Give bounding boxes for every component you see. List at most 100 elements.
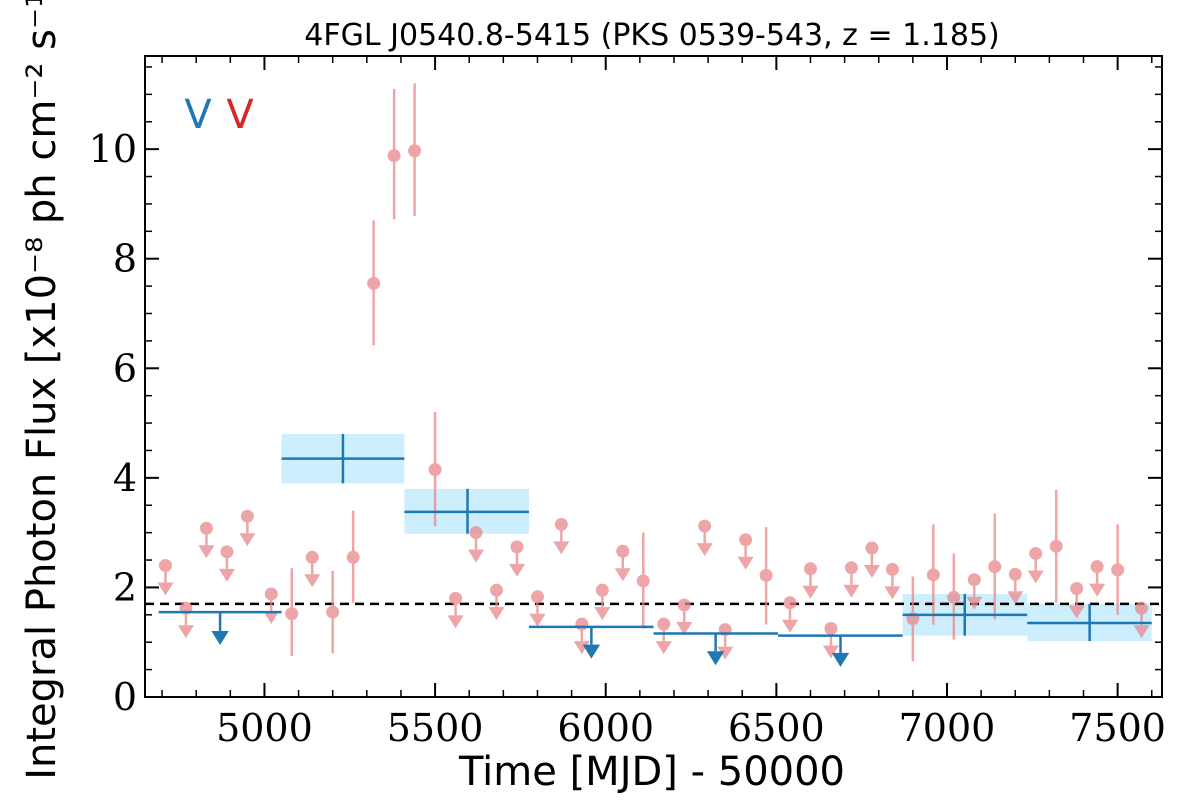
upper-limit-arrow <box>157 565 174 596</box>
flux-point <box>326 570 340 654</box>
upper-limit-point <box>553 517 570 555</box>
upper-limit-arrow <box>696 526 713 557</box>
y-tick-label: 0 <box>113 675 137 719</box>
upper-limit-arrow <box>1027 553 1044 584</box>
upper-limit-arrow <box>737 539 754 570</box>
chart-title: 4FGL J0540.8-5415 (PKS 0539-543, z = 1.1… <box>304 18 999 53</box>
upper-limit-point <box>1068 582 1085 619</box>
upper-limit-point <box>781 596 799 633</box>
upper-limit-arrow <box>781 602 799 633</box>
legend-entry: V <box>184 92 212 138</box>
upper-limit-point <box>676 598 693 635</box>
upper-limit-point <box>198 521 215 559</box>
x-axis-title: Time [MJD] - 50000 <box>458 749 845 795</box>
y-tick-label: 6 <box>113 346 137 390</box>
legend-entry: V <box>226 92 254 138</box>
y-tick-label: 2 <box>113 565 137 609</box>
upper-limit-arrow <box>655 624 672 655</box>
upper-limit-arrow <box>529 596 546 627</box>
upper-limit-point <box>447 591 464 629</box>
y-tick-label: 10 <box>89 127 137 171</box>
flux-point <box>947 553 961 640</box>
x-tick-label: 6500 <box>728 706 825 750</box>
flux-point <box>636 532 650 629</box>
axis-ticks <box>145 56 1162 698</box>
upper-limit-arrow <box>614 551 631 582</box>
upper-limit-point <box>802 562 819 599</box>
plot-frame <box>144 55 1163 698</box>
flux-point <box>988 513 1002 620</box>
upper-limit-arrow <box>582 626 601 659</box>
upper-limit-point <box>488 583 505 621</box>
upper-limit-point <box>822 622 840 659</box>
y-axis-title: Integral Photon Flux [x10⁻⁸ ph cm⁻² s⁻¹] <box>19 0 65 780</box>
binned-flux-point <box>902 594 1028 636</box>
upper-limit-arrow <box>863 547 880 578</box>
binned-upper-limit <box>778 634 903 667</box>
upper-limit-point <box>1007 567 1024 605</box>
upper-limit-arrow <box>831 635 850 667</box>
upper-limit-arrow <box>218 551 235 582</box>
y-tick-label: 8 <box>113 237 137 281</box>
flux-point <box>906 576 920 662</box>
upper-limit-arrow <box>594 590 611 621</box>
flux-point <box>387 88 401 220</box>
upper-limit-point <box>508 540 526 577</box>
upper-limit-point <box>239 509 256 547</box>
upper-limit-point <box>1089 560 1106 597</box>
x-tick-label: 5500 <box>387 706 484 750</box>
upper-limit-arrow <box>488 590 505 621</box>
upper-limit-arrow <box>467 532 485 563</box>
x-tick-label: 7000 <box>899 706 996 750</box>
flux-point <box>1111 524 1125 615</box>
binned-flux-bands <box>281 434 1152 642</box>
upper-limit-point <box>304 550 321 588</box>
flux-point <box>408 83 422 216</box>
y-tick-labels: 0 2 4 6 8 10 <box>89 127 137 719</box>
monthly-flux-points <box>157 83 1150 662</box>
upper-limit-arrow <box>508 546 526 577</box>
upper-limit-point <box>655 617 672 655</box>
upper-limit-arrow <box>706 633 725 666</box>
flux-point <box>759 527 773 625</box>
upper-limit-point <box>1027 546 1044 584</box>
upper-limit-point <box>737 533 754 570</box>
upper-limit-arrow <box>1089 566 1106 597</box>
flux-point <box>367 220 381 346</box>
upper-limit-point <box>177 601 195 639</box>
upper-limit-arrow <box>802 568 819 599</box>
x-tick-labels: 5000 5500 6000 6500 7000 7500 <box>216 706 1166 750</box>
upper-limit-point <box>863 541 880 578</box>
upper-limit-arrow <box>447 598 464 629</box>
x-tick-label: 7500 <box>1069 706 1166 750</box>
upper-limit-point <box>696 519 713 557</box>
upper-limit-arrow <box>843 567 860 598</box>
upper-limit-arrow <box>304 557 321 588</box>
x-tick-label: 6000 <box>557 706 654 750</box>
upper-limit-point <box>614 544 631 582</box>
flux-point <box>346 510 360 603</box>
upper-limit-arrow <box>211 612 229 645</box>
upper-limit-point <box>467 526 485 563</box>
binned-flux-point <box>1027 603 1152 642</box>
upper-limit-arrow <box>822 628 840 659</box>
y-tick-label: 4 <box>113 456 137 500</box>
upper-limit-point <box>263 587 280 625</box>
upper-limit-arrow <box>553 524 570 555</box>
binned-flux-point <box>404 488 529 534</box>
flux-point <box>926 524 940 625</box>
upper-limit-point <box>529 590 546 627</box>
upper-limit-point <box>884 562 901 600</box>
upper-limit-arrow <box>884 569 901 600</box>
x-tick-label: 5000 <box>216 706 313 750</box>
upper-limit-arrow <box>1007 574 1024 605</box>
flux-point <box>1049 489 1063 603</box>
upper-limit-arrow <box>966 579 983 610</box>
binned-flux-point <box>281 434 405 484</box>
flux-point <box>285 568 299 656</box>
upper-limit-point <box>218 545 235 582</box>
upper-limit-point <box>157 559 174 596</box>
binned-upper-limit <box>158 610 282 645</box>
upper-limit-arrow <box>239 516 256 547</box>
